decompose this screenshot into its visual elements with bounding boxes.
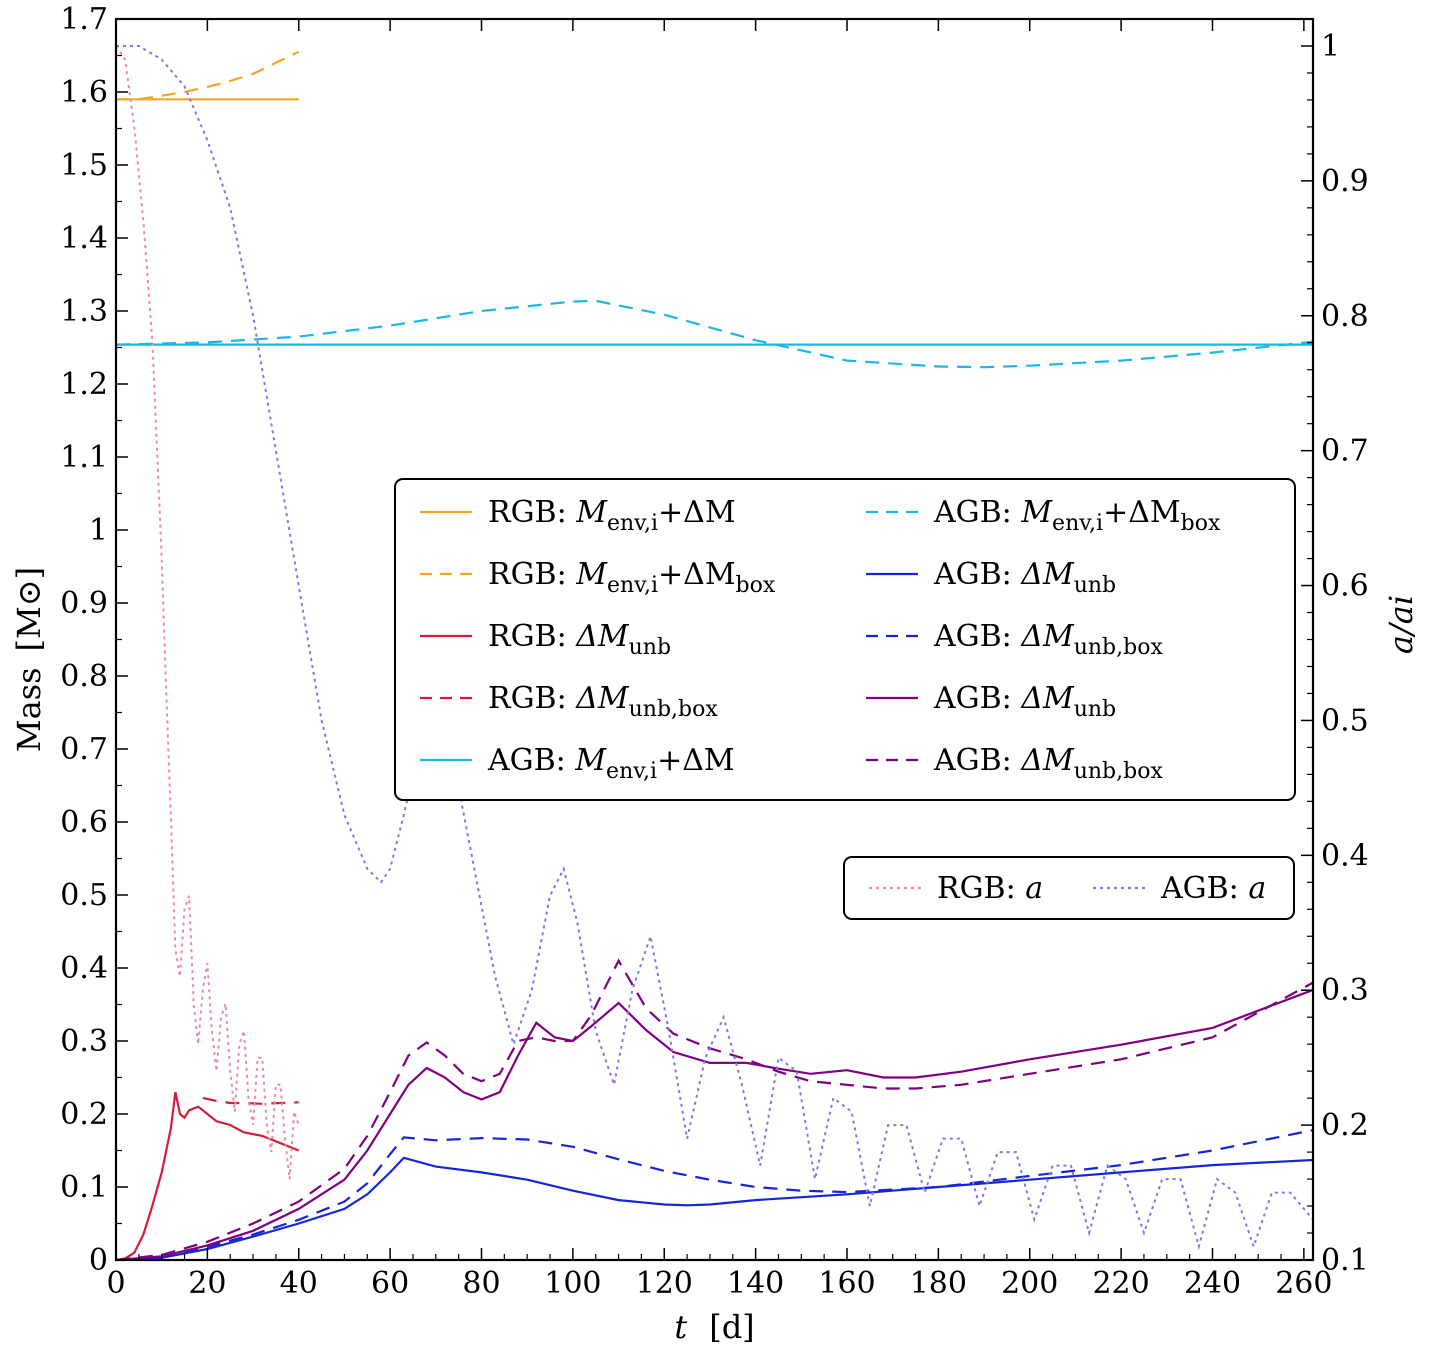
y-axis-label: Mass[M⊙] xyxy=(10,567,48,752)
y2-tick-label: 0.8 xyxy=(1321,299,1369,334)
plot-lines xyxy=(116,45,1313,1260)
y-tick-label: 0.7 xyxy=(60,732,108,767)
legend-label: RGB: ΔMunb xyxy=(488,619,671,660)
x-tick-label: 140 xyxy=(727,1266,784,1301)
y-tick-label: 1.3 xyxy=(60,294,108,329)
y2-tick-label: 0.7 xyxy=(1321,434,1369,469)
series-line-1 xyxy=(116,50,300,101)
x-axis-label: t [d] xyxy=(674,1308,754,1346)
y-tick-label: 0.5 xyxy=(60,878,108,913)
y-tick-label: 0.2 xyxy=(60,1097,108,1132)
y-tick-label: 0.1 xyxy=(60,1170,108,1205)
y-tick-label: 1.5 xyxy=(60,148,108,183)
x-tick-label: 40 xyxy=(280,1266,318,1301)
axis-labels: t [d] Mass[M⊙] a/ai xyxy=(10,567,1420,1346)
y2-tick-label: 0.9 xyxy=(1321,164,1369,199)
y-tick-label: 0.9 xyxy=(60,586,108,621)
y-tick-label: 0.4 xyxy=(60,951,108,986)
legend-label: AGB: ΔMunb,box xyxy=(933,619,1163,660)
y-tick-label: 1.2 xyxy=(60,367,108,402)
y2-axis-label: a/ai xyxy=(1382,595,1420,654)
x-tick-label: 180 xyxy=(910,1266,967,1301)
legend-label: AGB: Menv,i+ΔMbox xyxy=(933,495,1221,536)
series-line-10 xyxy=(116,45,300,1180)
y-tick-label: 1.7 xyxy=(60,2,108,37)
y2-tick-label: 1 xyxy=(1321,29,1340,64)
legend-label: RGB: a xyxy=(937,871,1043,906)
x-tick-label: 60 xyxy=(371,1266,409,1301)
x-tick-label: 260 xyxy=(1275,1266,1332,1301)
y2-tick-label: 0.3 xyxy=(1321,973,1369,1008)
x-tick-label: 120 xyxy=(636,1266,693,1301)
y-tick-label: 0.3 xyxy=(60,1024,108,1059)
y2-tick-label: 0.2 xyxy=(1321,1108,1369,1143)
legend-box xyxy=(394,478,1296,801)
legend-label: RGB: ΔMunb,box xyxy=(488,681,718,722)
legend-label: AGB: a xyxy=(1160,871,1266,906)
series-line-11 xyxy=(116,45,1313,1251)
series-line-6 xyxy=(116,1156,1313,1260)
series-line-8 xyxy=(116,988,1313,1260)
y-tick-label: 1.4 xyxy=(60,221,108,256)
legend-label: AGB: ΔMunb,box xyxy=(933,743,1163,784)
y-tick-label: 0.8 xyxy=(60,659,108,694)
x-tick-label: 160 xyxy=(818,1266,875,1301)
x-tick-label: 200 xyxy=(1001,1266,1058,1301)
x-tick-label: 80 xyxy=(462,1266,500,1301)
legend-label: RGB: Menv,i+ΔM xyxy=(488,495,736,536)
y-tick-label: 1.1 xyxy=(60,440,108,475)
y-tick-label: 1.6 xyxy=(60,75,108,110)
y2-tick-label: 0.5 xyxy=(1321,703,1369,738)
legend-label: RGB: Menv,i+ΔMbox xyxy=(488,557,776,598)
y-tick-label: 0.6 xyxy=(60,805,108,840)
y2-tick-label: 0.4 xyxy=(1321,838,1369,873)
legend-box xyxy=(843,856,1295,920)
series-line-2 xyxy=(116,1091,300,1260)
legends: RGB: Menv,i+ΔM RGB: Menv,i+ΔMbox RGB: ΔMun… xyxy=(394,478,1296,920)
x-tick-label: 0 xyxy=(106,1266,125,1301)
y-tick-label: 0 xyxy=(89,1243,108,1278)
series-line-3 xyxy=(202,1096,299,1105)
legend-label: AGB: Menv,i+ΔM xyxy=(487,743,735,784)
series-line-7 xyxy=(116,1129,1313,1260)
x-tick-label: 20 xyxy=(188,1266,226,1301)
axis-ticks: 0 20 40 60 80 100 120 140 160 180 200 220 240 260 0 0.1… xyxy=(60,2,1368,1301)
series-line-9 xyxy=(116,958,1313,1260)
x-tick-label: 220 xyxy=(1092,1266,1149,1301)
x-tick-label: 240 xyxy=(1184,1266,1241,1301)
y2-tick-label: 0.6 xyxy=(1321,569,1369,604)
legend-label: AGB: ΔMunb xyxy=(933,557,1116,598)
y-tick-label: 1 xyxy=(89,513,108,548)
legend-label: AGB: ΔMunb xyxy=(933,681,1116,722)
series-line-5 xyxy=(116,299,1313,369)
x-tick-label: 100 xyxy=(544,1266,601,1301)
y2-tick-label: 0.1 xyxy=(1321,1243,1369,1278)
